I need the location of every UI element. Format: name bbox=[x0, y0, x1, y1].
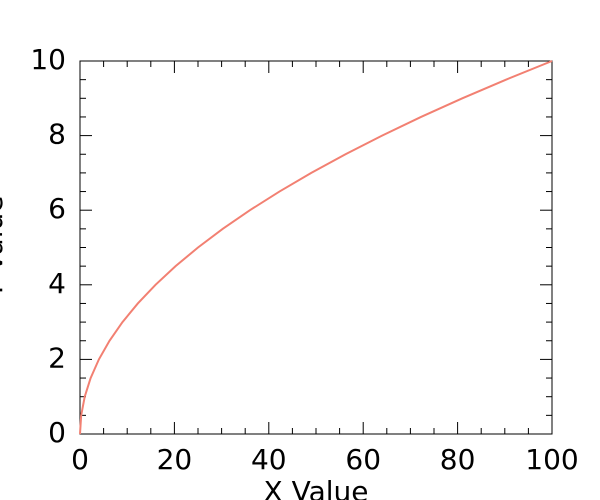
x-tick-label: 20 bbox=[157, 443, 193, 476]
x-axis-label: X Value bbox=[264, 475, 369, 500]
y-tick-label: 2 bbox=[48, 341, 66, 374]
x-tick-label: 60 bbox=[345, 443, 381, 476]
line bbox=[79, 60, 553, 435]
x-tick-label: 80 bbox=[440, 443, 476, 476]
plot-frame bbox=[79, 60, 553, 435]
x-tick-label: 100 bbox=[525, 443, 578, 476]
y-tick-label: 4 bbox=[48, 267, 66, 300]
y-axis-label: Y Value bbox=[0, 196, 9, 300]
y-tick-label: 0 bbox=[48, 416, 66, 449]
x-tick-label: 40 bbox=[251, 443, 287, 476]
y-tick-label: 8 bbox=[48, 118, 66, 151]
y-tick-label: 10 bbox=[30, 43, 66, 76]
y-tick-label: 6 bbox=[48, 192, 66, 225]
x-tick-label: 0 bbox=[71, 443, 89, 476]
